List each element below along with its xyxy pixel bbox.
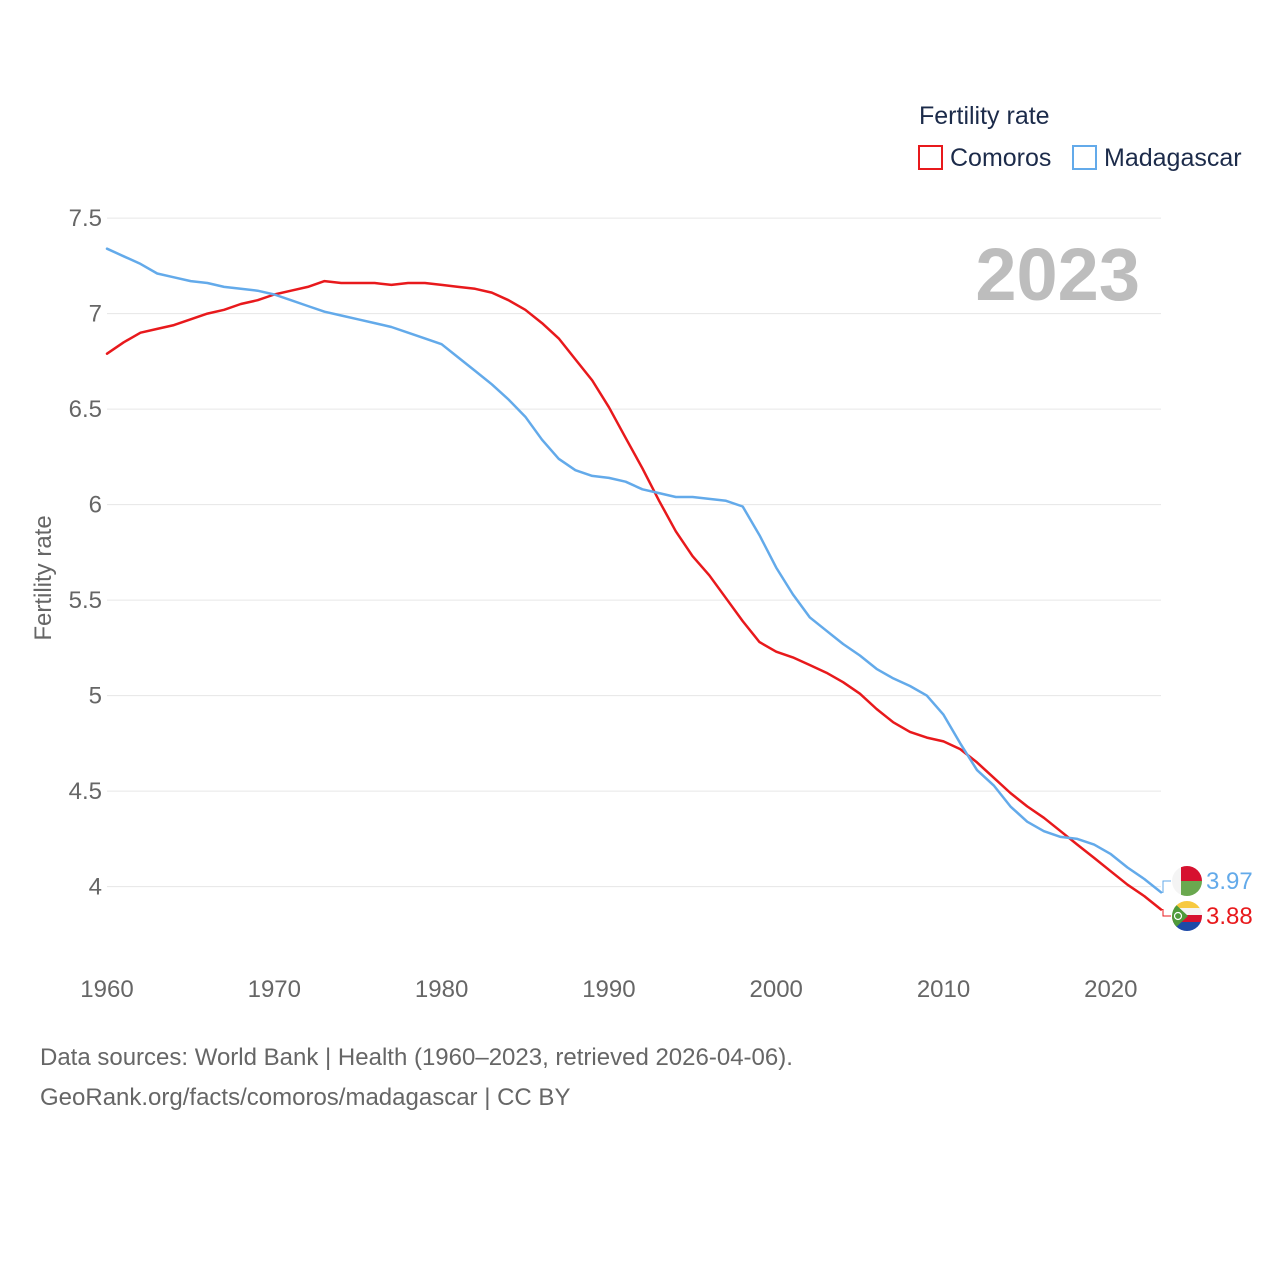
x-tick-label: 2020 — [1084, 976, 1137, 1003]
y-tick-label: 4 — [89, 874, 102, 901]
grid-lines — [107, 217, 1161, 888]
series-line-madagascar — [105, 247, 1163, 894]
end-connector-madagascar — [1161, 880, 1171, 893]
y-tick-label: 4.5 — [69, 778, 102, 805]
end-connector-comoros — [1161, 909, 1171, 917]
legend-swatch-madagascar — [1072, 145, 1097, 170]
x-axis-ticks: 1960 1970 1980 1990 2000 2010 2020 — [80, 976, 1137, 1003]
legend-label-comoros: Comoros — [950, 144, 1051, 172]
footer-sources: Data sources: World Bank | Health (1960–… — [40, 1044, 793, 1071]
legend-item-comoros[interactable]: Comoros — [918, 144, 1051, 172]
y-axis-ticks: 4 4.5 5 5.5 6 6.5 7 7.5 — [69, 205, 102, 901]
y-tick-label: 7.5 — [69, 205, 102, 232]
legend-item-madagascar[interactable]: Madagascar — [1072, 144, 1242, 172]
legend-title: Fertility rate — [919, 102, 1050, 130]
x-tick-label: 1960 — [80, 976, 133, 1003]
y-axis-title: Fertility rate — [30, 515, 57, 640]
legend-label-madagascar: Madagascar — [1104, 144, 1242, 172]
end-label-madagascar: 3.97 — [1206, 868, 1253, 895]
footer-attribution: GeoRank.org/facts/comoros/madagascar | C… — [40, 1084, 571, 1111]
y-tick-label: 5 — [89, 683, 102, 710]
x-tick-label: 1990 — [582, 976, 635, 1003]
y-tick-label: 6.5 — [69, 396, 102, 423]
year-label: 2023 — [975, 233, 1140, 316]
y-tick-label: 7 — [89, 301, 102, 328]
x-tick-label: 1980 — [415, 976, 468, 1003]
series-layer — [105, 247, 1171, 917]
y-tick-label: 6 — [89, 492, 102, 519]
x-tick-label: 1970 — [248, 976, 301, 1003]
x-tick-label: 2000 — [750, 976, 803, 1003]
legend: Fertility rate Comoros Madagascar — [918, 102, 1242, 172]
legend-swatch-comoros — [918, 145, 943, 170]
x-tick-label: 2010 — [917, 976, 970, 1003]
series-line-comoros — [105, 279, 1163, 911]
madagascar-flag-icon — [1172, 866, 1202, 896]
comoros-flag-icon — [1172, 901, 1202, 931]
y-tick-label: 5.5 — [69, 587, 102, 614]
fertility-chart: 4 4.5 5 5.5 6 6.5 7 7.5 1960 1970 1980 1990 2000 201… — [30, 102, 1253, 1003]
end-label-comoros: 3.88 — [1206, 903, 1253, 930]
